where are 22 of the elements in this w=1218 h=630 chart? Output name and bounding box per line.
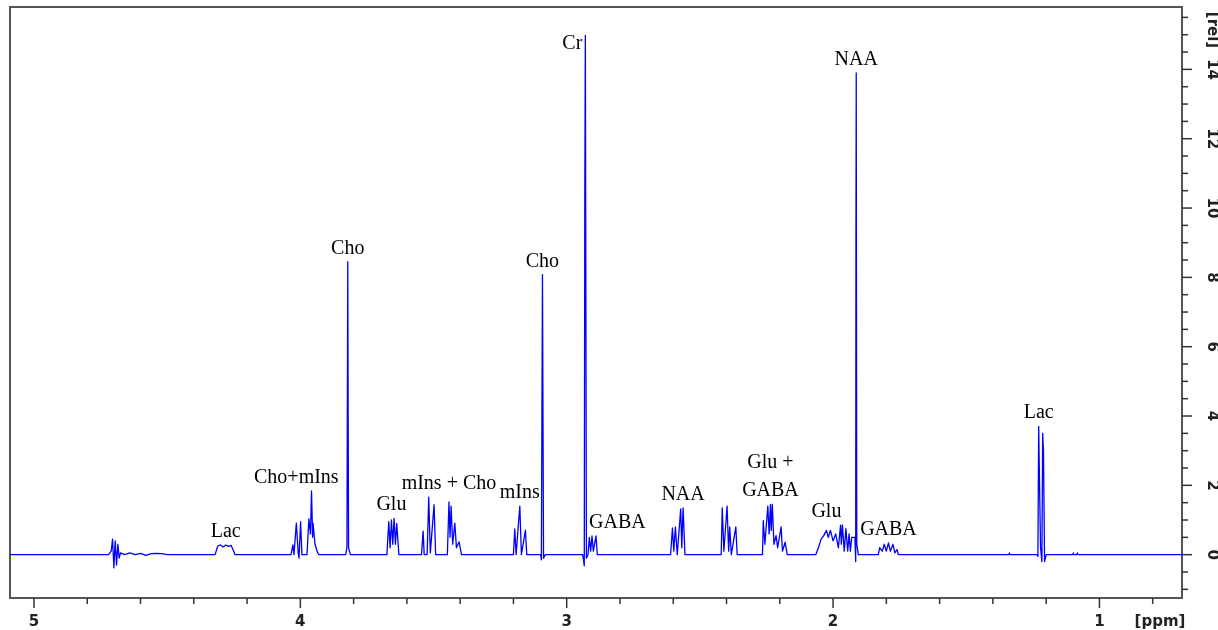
annotation: Glu bbox=[811, 498, 842, 521]
annotation: Cho bbox=[331, 235, 365, 258]
x-tick-label: 4 bbox=[295, 612, 306, 630]
annotation: Cho+mIns bbox=[254, 464, 339, 487]
x-tick-label: 2 bbox=[827, 612, 839, 630]
line-series bbox=[10, 34, 1182, 569]
annotation: mIns bbox=[499, 480, 541, 503]
x-tick-label: 5 bbox=[28, 612, 40, 630]
annotation: GABA bbox=[589, 509, 647, 532]
x-axis-title: [ppm] bbox=[1134, 612, 1186, 630]
annotation: GABA bbox=[860, 516, 918, 539]
annotation: NAA bbox=[661, 481, 706, 504]
annotation: Glu bbox=[376, 492, 407, 515]
x-tick-label: 3 bbox=[561, 612, 572, 630]
x-tick-label: 1 bbox=[1094, 612, 1105, 630]
annotation: Glu + GABA bbox=[742, 450, 800, 501]
annotation: NAA bbox=[834, 46, 879, 69]
annotation: Cho bbox=[525, 248, 560, 271]
annotation: Lac bbox=[1023, 400, 1054, 423]
annotation: Lac bbox=[210, 518, 241, 541]
annotation: Cr bbox=[562, 31, 583, 54]
annotation: mIns + Cho bbox=[401, 471, 497, 494]
